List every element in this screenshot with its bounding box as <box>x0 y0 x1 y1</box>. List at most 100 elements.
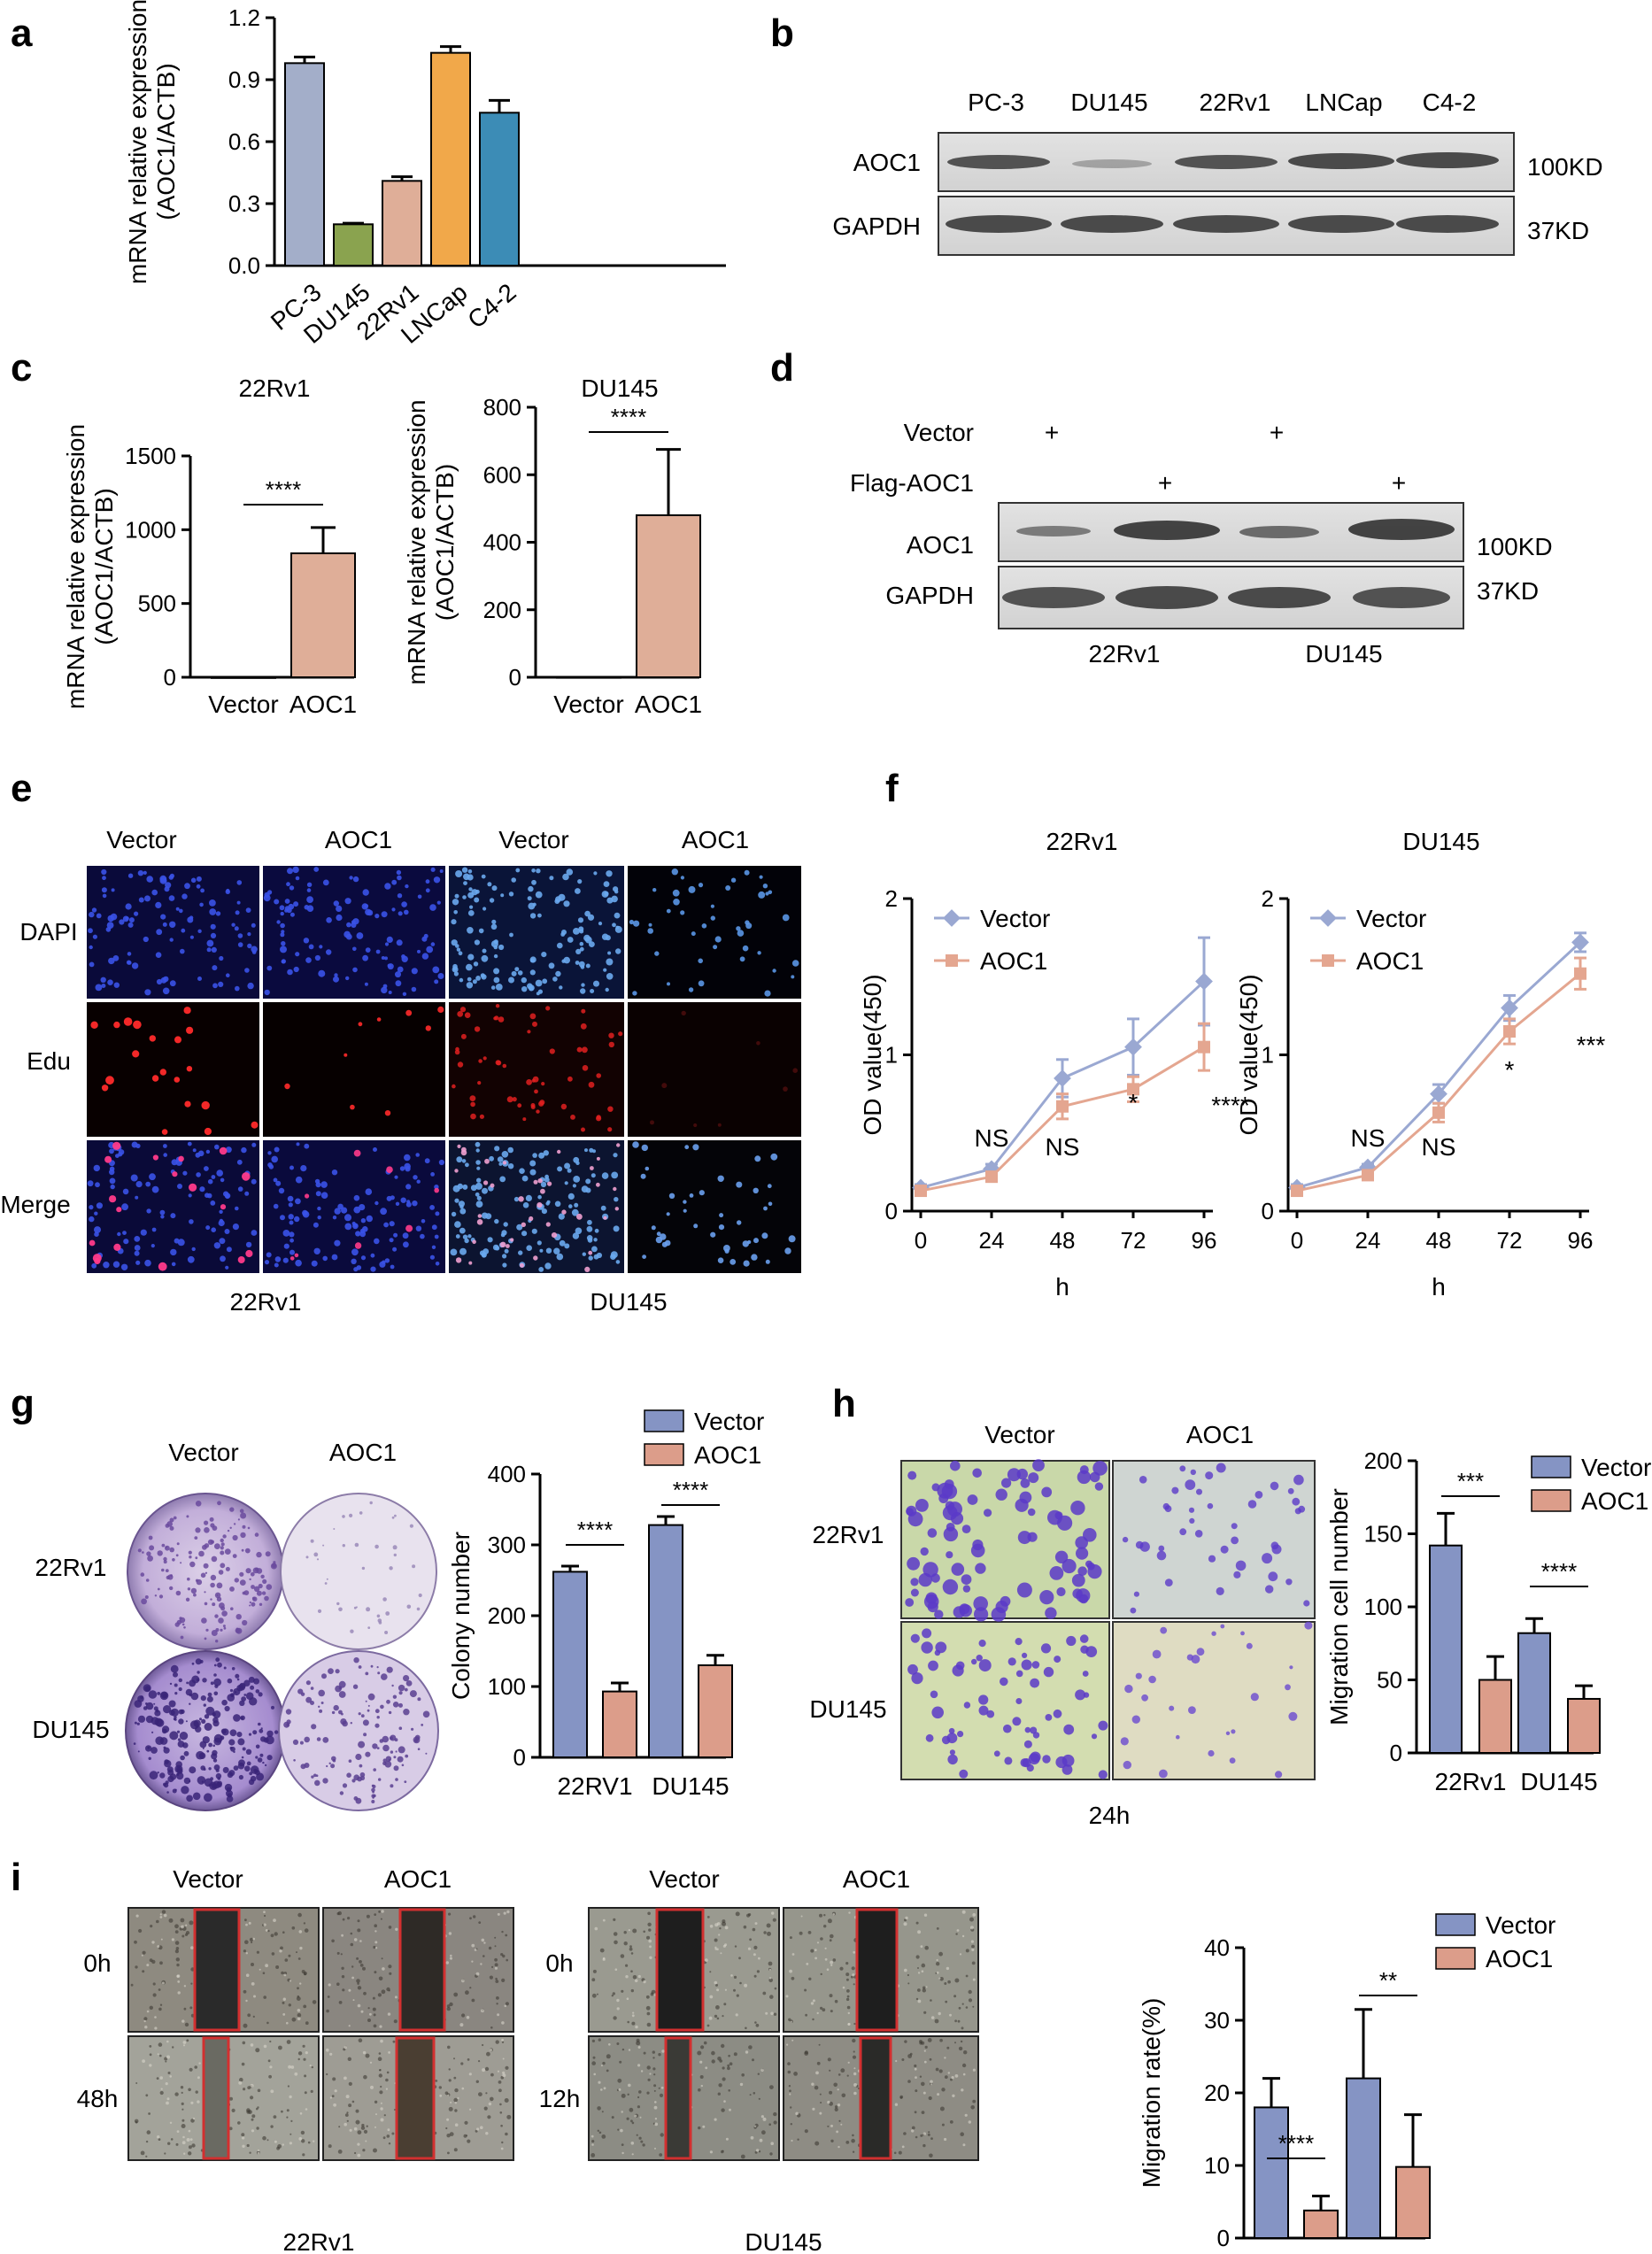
texture-dot <box>1123 1760 1132 1770</box>
i-left-col-aoc1: AOC1 <box>384 1865 452 1893</box>
texture-dot <box>263 1923 266 1926</box>
texture-dot <box>661 2049 665 2053</box>
texture-dot <box>378 1778 382 1781</box>
texture-dot <box>760 2068 764 2072</box>
texture-dot <box>498 1162 503 1166</box>
texture-dot <box>1265 1585 1274 1594</box>
texture-dot <box>808 1977 812 1980</box>
texture-dot <box>90 1021 98 1030</box>
texture-dot <box>282 2143 284 2146</box>
texture-dot <box>237 1256 245 1263</box>
texture-dot <box>346 2111 349 2114</box>
texture-dot <box>628 1929 630 1932</box>
texture-dot <box>319 1709 323 1713</box>
texture-dot <box>956 1929 960 1932</box>
texture-dot <box>714 936 722 943</box>
texture-dot <box>630 1988 634 1993</box>
texture-dot <box>772 1918 776 1922</box>
panel-label-a: a <box>11 12 33 55</box>
texture-dot <box>101 868 107 876</box>
texture-dot <box>494 1936 497 1939</box>
texture-dot <box>279 905 285 911</box>
texture-dot <box>134 1700 143 1708</box>
texture-dot <box>711 2059 715 2064</box>
texture-dot <box>381 911 388 918</box>
texture-dot <box>1160 1626 1168 1634</box>
blot-d-row-gapdh: GAPDH <box>885 582 974 609</box>
texture-dot <box>1039 1590 1054 1605</box>
texture-dot <box>495 1246 500 1251</box>
texture-dot <box>653 2073 656 2076</box>
texture-dot <box>433 876 441 884</box>
texture-dot <box>901 2058 905 2061</box>
texture-dot <box>374 1238 380 1245</box>
e-img-dapi-22rv1-aoc1 <box>263 866 445 999</box>
texture-dot <box>667 982 670 986</box>
texture-dot <box>398 1746 405 1754</box>
texture-dot <box>389 1972 392 1975</box>
texture-dot <box>829 1939 832 1942</box>
texture-dot <box>470 1113 476 1120</box>
texture-dot <box>357 2153 361 2158</box>
texture-dot <box>198 2062 201 2065</box>
i-left-row-0h: 0h <box>83 1949 111 1977</box>
texture-dot <box>501 1978 506 1982</box>
texture-dot <box>1133 1591 1139 1597</box>
texture-dot <box>239 2077 243 2082</box>
texture-dot <box>192 1148 197 1153</box>
texture-dot <box>328 2144 332 2149</box>
texture-dot <box>767 1184 772 1189</box>
texture-dot <box>361 2123 365 2127</box>
texture-dot <box>557 1166 563 1172</box>
texture-dot <box>230 1607 234 1610</box>
plus-sign: + <box>1392 469 1406 497</box>
texture-dot <box>1016 1582 1032 1598</box>
texture-dot <box>282 1230 290 1237</box>
texture-dot <box>567 1076 573 1082</box>
texture-dot <box>374 1924 378 1927</box>
texture-dot <box>336 1982 340 1986</box>
texture-dot <box>467 953 475 961</box>
texture-dot <box>209 908 217 915</box>
texture-dot <box>724 1248 730 1254</box>
texture-dot <box>459 1227 466 1234</box>
texture-dot <box>895 2059 898 2063</box>
texture-dot <box>163 1913 167 1918</box>
texture-dot <box>899 2096 903 2099</box>
texture-dot <box>234 1578 239 1583</box>
texture-dot <box>388 1710 392 1715</box>
texture-dot <box>620 2128 623 2133</box>
y-axis-label: (AOC1/ACTB) <box>152 63 180 220</box>
texture-dot <box>476 1195 482 1200</box>
texture-dot <box>256 1950 259 1954</box>
texture-dot <box>960 2132 964 2136</box>
texture-dot <box>205 1706 215 1716</box>
texture-dot <box>162 922 167 927</box>
texture-dot <box>460 2062 464 2065</box>
texture-dot <box>378 2073 382 2078</box>
texture-dot <box>453 910 458 915</box>
texture-dot <box>135 1195 139 1200</box>
texture-dot <box>271 1155 279 1163</box>
texture-dot <box>474 939 481 946</box>
texture-dot <box>88 928 93 934</box>
texture-dot <box>289 1256 295 1261</box>
texture-dot <box>302 1210 310 1218</box>
texture-dot <box>351 1258 357 1265</box>
texture-dot <box>596 1993 598 1995</box>
texture-dot <box>338 1607 343 1612</box>
texture-dot <box>851 2138 855 2143</box>
texture-dot <box>758 2150 761 2153</box>
texture-dot <box>308 944 314 950</box>
texture-dot <box>158 1262 167 1271</box>
texture-dot <box>646 2011 651 2016</box>
texture-dot <box>592 1969 597 1973</box>
texture-dot <box>536 1109 540 1114</box>
texture-dot <box>267 2059 271 2063</box>
texture-dot <box>688 885 696 893</box>
texture-dot <box>180 1918 185 1923</box>
texture-dot <box>1027 1532 1038 1542</box>
texture-dot <box>253 1995 256 1998</box>
texture-dot <box>190 2119 195 2123</box>
